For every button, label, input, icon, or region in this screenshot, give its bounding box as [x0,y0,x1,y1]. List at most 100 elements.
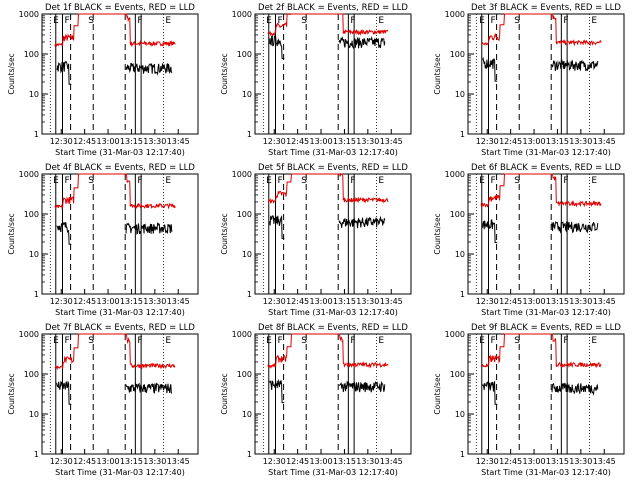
x-axis-label: Start Time (31-Mar-03 12:17:40) [55,308,185,317]
x-tick-label: 12:30 [50,297,73,306]
x-axis-label: Start Time (31-Mar-03 12:17:40) [481,308,611,317]
y-axis-label: Counts/sec [433,53,442,94]
y-tick-label: 1 [34,450,39,459]
x-axis-label: Start Time (31-Mar-03 12:17:40) [268,468,398,477]
events-series-line [269,379,285,404]
lld-series-line [267,13,389,37]
interval-label: F [490,176,495,186]
interval-label: E [479,176,485,186]
panel-det-4: Det 4f BLACK = Events, RED = LLD 1 10 100 10… [7,163,199,317]
interval-label: S [88,176,94,186]
y-tick-label: 10 [242,250,252,259]
plot-frame [41,333,199,455]
y-tick-label: 100 [24,370,39,379]
interval-label: S [514,336,520,346]
y-tick-label: 1 [460,130,465,139]
y-tick-label: 100 [24,50,39,59]
interval-label: E [53,176,59,186]
interval-label: F [64,176,69,186]
x-tick-label: 13:00 [97,457,120,466]
panel-det-1: Det 1f BLACK = Events, RED = LLD 1 10 100 10… [7,3,199,157]
lld-series-line [480,13,602,47]
events-series-line [338,215,386,229]
interval-label: S [88,16,94,26]
events-series-line [551,382,599,396]
x-tick-label: 12:30 [476,457,499,466]
interval-label: E [266,176,272,186]
interval-label: E [53,16,59,26]
events-series-line [125,382,173,395]
events-series-line [56,60,72,85]
x-tick-label: 12:30 [263,297,286,306]
y-tick-label: 10 [29,410,39,419]
y-tick-label: 1 [247,290,252,299]
interval-label: E [591,336,597,346]
x-tick-label: 13:00 [97,137,120,146]
x-tick-label: 12:45 [499,297,522,306]
y-tick-label: 100 [237,370,252,379]
y-tick-label: 1 [247,130,252,139]
interval-label: E [165,176,171,186]
lld-series-line [267,173,389,205]
x-tick-label: 13:00 [310,137,333,146]
y-axis-label: Counts/sec [220,53,229,94]
y-tick-label: 10 [242,90,252,99]
events-series-line [551,59,599,72]
y-axis-label: Counts/sec [7,213,16,254]
events-series-line [269,34,285,59]
x-tick-label: 13:15 [120,137,143,146]
lld-series-line [54,333,176,371]
events-series-line [338,35,386,50]
events-series-line [482,219,498,244]
x-tick-label: 13:45 [593,137,616,146]
y-tick-label: 10 [29,250,39,259]
interval-label: F [490,336,495,346]
x-tick-label: 13:00 [97,297,120,306]
x-tick-label: 13:45 [167,457,190,466]
y-tick-label: 100 [450,50,465,59]
interval-label: S [301,16,307,26]
y-axis-label: Counts/sec [220,213,229,254]
y-tick-label: 10 [242,410,252,419]
events-series-line [56,221,72,245]
y-tick-label: 1000 [232,330,252,339]
panel-det-5: Det 5f BLACK = Events, RED = LLD 1 10 100 10… [220,163,412,317]
plot-frame [41,173,199,295]
x-tick-label: 12:45 [73,457,96,466]
interval-label: E [591,176,597,186]
interval-label: F [64,16,69,26]
interval-label: E [53,336,59,346]
panel-det-9: Det 9f BLACK = Events, RED = LLD 1 10 100 10… [433,323,625,477]
plot-frame [467,333,625,455]
y-tick-label: 1 [247,450,252,459]
panel-det-7: Det 7f BLACK = Events, RED = LLD 1 10 100 10… [7,323,199,477]
x-tick-label: 13:45 [593,457,616,466]
y-tick-label: 1000 [19,10,39,19]
x-tick-label: 13:00 [523,457,546,466]
x-tick-label: 13:45 [167,297,190,306]
x-axis-label: Start Time (31-Mar-03 12:17:40) [481,148,611,157]
lld-series-line [54,173,176,210]
interval-label: F [563,176,568,186]
x-tick-label: 13:15 [546,457,569,466]
y-tick-label: 100 [237,50,252,59]
interval-label: F [137,336,142,346]
panel-title: Det 3f BLACK = Events, RED = LLD [471,3,621,13]
interval-label: F [277,16,282,26]
y-tick-label: 1000 [445,170,465,179]
x-tick-label: 13:15 [120,297,143,306]
x-tick-label: 13:00 [310,457,333,466]
interval-label: F [350,336,355,346]
interval-label: F [137,176,142,186]
events-series-line [338,380,386,393]
interval-label: S [514,176,520,186]
interval-label: E [165,16,171,26]
panel-title: Det 6f BLACK = Events, RED = LLD [471,163,621,173]
lld-series-line [267,333,389,369]
interval-label: E [165,336,171,346]
interval-label: S [514,16,520,26]
y-tick-label: 1000 [19,330,39,339]
panel-title: Det 2f BLACK = Events, RED = LLD [258,3,408,13]
x-tick-label: 13:30 [143,297,166,306]
